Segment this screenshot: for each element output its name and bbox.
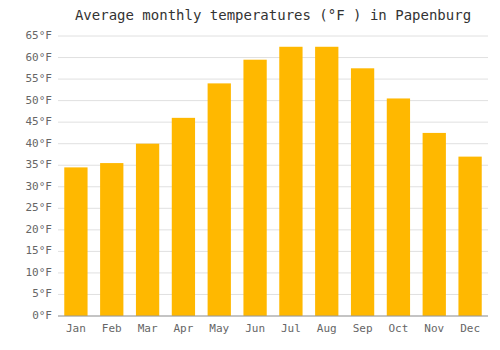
y-axis: 0°F 5°F 10°F 15°F 20°F 25°F 30°F 35°F 40°F 45°F 50… (26, 29, 53, 322)
x-tick-label: Jan (66, 322, 86, 335)
y-tick-label: 0°F (32, 309, 52, 322)
bar (279, 47, 302, 316)
chart: Average monthly temperatures (°F ) in Pa… (0, 0, 500, 350)
bar (243, 60, 266, 316)
bar (423, 133, 446, 316)
x-tick-label: Nov (424, 322, 444, 335)
x-tick-label: Apr (173, 322, 193, 335)
bar (387, 98, 410, 316)
x-tick-label: Jun (245, 322, 265, 335)
x-tick-label: Aug (317, 322, 337, 335)
bars (64, 47, 481, 316)
bar (315, 47, 338, 316)
title: Average monthly temperatures (°F ) in Pa… (75, 7, 471, 23)
grid-line (58, 100, 488, 101)
x-tick-label: Mar (138, 322, 158, 335)
grid-line (58, 79, 488, 80)
bar (172, 118, 195, 316)
y-tick-label: 55°F (26, 72, 53, 85)
x-tick-label: Jul (281, 322, 301, 335)
grid-line (58, 122, 488, 123)
y-tick-label: 45°F (26, 115, 53, 128)
grid-line (58, 316, 488, 317)
y-tick-label: 25°F (26, 201, 53, 214)
x-tick-label: May (209, 322, 229, 335)
chart-container: Average monthly temperatures (°F ) in Pa… (0, 0, 500, 350)
y-tick-label: 5°F (32, 287, 52, 300)
y-tick-label: 20°F (26, 223, 53, 236)
bar (100, 163, 123, 316)
bar (351, 68, 374, 316)
bar (136, 144, 159, 316)
y-tick-label: 60°F (26, 51, 53, 64)
grid-line (58, 57, 488, 58)
y-tick-label: 15°F (26, 244, 53, 257)
bar (64, 167, 87, 316)
y-tick-label: 40°F (26, 137, 53, 150)
y-tick-label: 10°F (26, 266, 53, 279)
y-tick-label: 50°F (26, 94, 53, 107)
x-axis: Jan Feb Mar Apr May Jun Jul Aug Sep Oct Nov Dec (58, 316, 488, 335)
y-tick-label: 30°F (26, 180, 53, 193)
grid (58, 36, 488, 316)
x-tick-label: Oct (388, 322, 408, 335)
x-axis-line (58, 316, 488, 317)
x-tick-label: Dec (460, 322, 480, 335)
bar (458, 157, 481, 316)
x-tick-label: Feb (102, 322, 122, 335)
y-tick-label: 65°F (26, 29, 53, 42)
y-tick-label: 35°F (26, 158, 53, 171)
x-tick-label: Sep (353, 322, 373, 335)
bar (208, 83, 231, 316)
grid-line (58, 36, 488, 37)
